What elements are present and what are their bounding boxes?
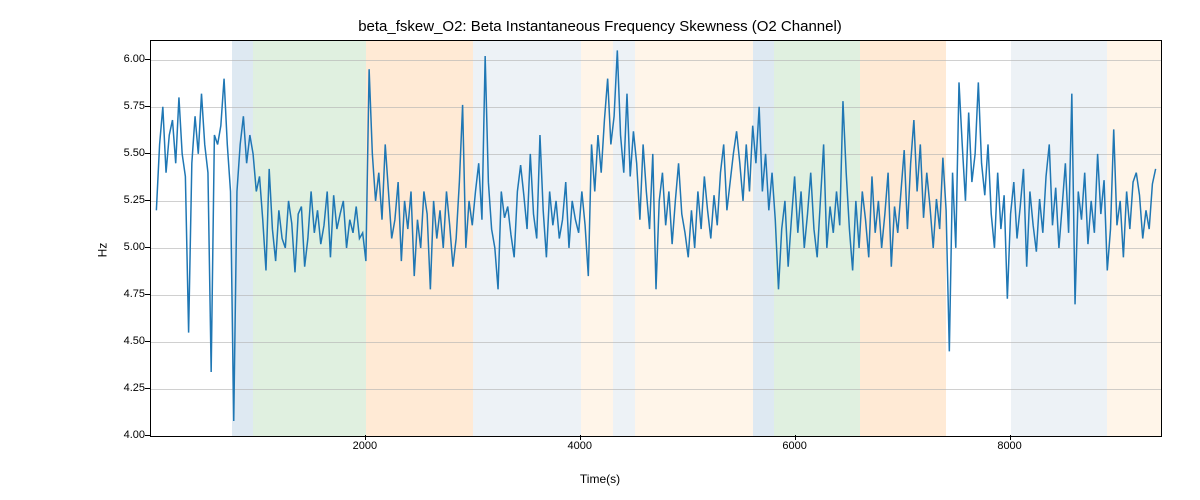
y-tick-mark bbox=[145, 200, 150, 201]
x-tick-mark bbox=[365, 435, 366, 440]
y-tick-label: 5.00 bbox=[124, 241, 145, 253]
y-tick-mark bbox=[145, 388, 150, 389]
y-axis-label: Hz bbox=[95, 243, 109, 258]
y-tick-label: 4.50 bbox=[124, 335, 145, 347]
data-line bbox=[156, 50, 1155, 421]
y-tick-label: 6.00 bbox=[124, 53, 145, 65]
x-tick-label: 6000 bbox=[782, 440, 806, 452]
y-tick-label: 5.75 bbox=[124, 100, 145, 112]
y-tick-label: 5.50 bbox=[124, 147, 145, 159]
y-tick-mark bbox=[145, 294, 150, 295]
y-tick-label: 4.00 bbox=[124, 429, 145, 441]
y-tick-mark bbox=[145, 153, 150, 154]
y-tick-mark bbox=[145, 341, 150, 342]
line-series bbox=[151, 41, 1161, 436]
x-tick-mark bbox=[795, 435, 796, 440]
y-tick-mark bbox=[145, 435, 150, 436]
x-tick-label: 8000 bbox=[997, 440, 1021, 452]
y-tick-label: 4.25 bbox=[124, 382, 145, 394]
y-tick-mark bbox=[145, 106, 150, 107]
plot-area bbox=[150, 40, 1162, 437]
chart-title: beta_fskew_O2: Beta Instantaneous Freque… bbox=[0, 18, 1200, 35]
y-tick-mark bbox=[145, 59, 150, 60]
x-tick-mark bbox=[1010, 435, 1011, 440]
y-tick-mark bbox=[145, 247, 150, 248]
x-axis-label: Time(s) bbox=[0, 472, 1200, 486]
x-tick-mark bbox=[580, 435, 581, 440]
x-tick-label: 2000 bbox=[353, 440, 377, 452]
chart-figure: beta_fskew_O2: Beta Instantaneous Freque… bbox=[0, 0, 1200, 500]
y-tick-label: 5.25 bbox=[124, 194, 145, 206]
x-tick-label: 4000 bbox=[568, 440, 592, 452]
y-tick-label: 4.75 bbox=[124, 288, 145, 300]
